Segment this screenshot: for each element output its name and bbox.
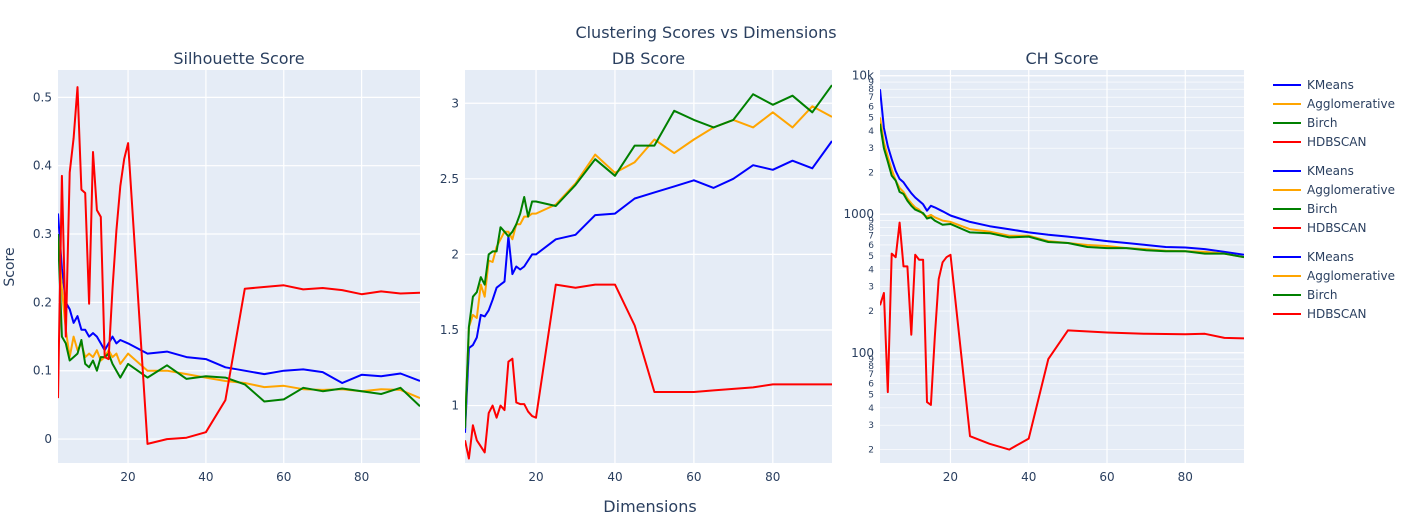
x-tick-label: 40	[1021, 470, 1036, 484]
x-tick-label: 80	[765, 470, 780, 484]
x-tick-label: 40	[607, 470, 622, 484]
minor-tick-label: 6	[868, 379, 874, 389]
legend-label: Agglomerative	[1307, 269, 1395, 283]
silhouette-panel-title: Silhouette Score	[173, 49, 304, 68]
x-tick-label: 60	[1099, 470, 1114, 484]
minor-tick-label: 5	[868, 113, 874, 123]
legend[interactable]: KMeans Agglomerative Birch HDBSCAN KMeans Agg…	[1273, 78, 1395, 321]
minor-tick-label: 7	[868, 93, 874, 103]
y-tick-label: 1.5	[440, 323, 459, 337]
db-plot-area	[465, 70, 832, 463]
figure-title: Clustering Scores vs Dimensions	[575, 23, 836, 42]
y-tick-label: 1000	[843, 207, 874, 221]
legend-label: KMeans	[1307, 78, 1354, 92]
legend-item-birch[interactable]: Birch	[1273, 288, 1337, 302]
silhouette-series-kmeans	[58, 213, 420, 384]
minor-tick-label: 9	[868, 355, 874, 365]
x-tick-label: 20	[528, 470, 543, 484]
legend-label: Agglomerative	[1307, 97, 1395, 111]
db-score-panel: 1 1.5 2 2.5 3 20 40 60 80 DB Score	[440, 49, 832, 484]
x-tick-label: 60	[276, 470, 291, 484]
x-tick-label: 20	[120, 470, 135, 484]
legend-label: KMeans	[1307, 164, 1354, 178]
y-axis-label: Score	[2, 247, 18, 286]
minor-tick-label: 5	[868, 252, 874, 262]
legend-item-agglomerative[interactable]: Agglomerative	[1273, 97, 1395, 111]
legend-item-hdbscan[interactable]: HDBSCAN	[1273, 221, 1366, 235]
silhouette-series-hdbscan	[58, 86, 420, 445]
shared-x-axis-label: Dimensions	[603, 497, 696, 516]
x-tick-label: 80	[354, 470, 369, 484]
legend-label: KMeans	[1307, 250, 1354, 264]
minor-tick-label: 6	[868, 102, 874, 112]
ch-plot-area	[880, 70, 1244, 463]
y-tick-label: 1	[451, 399, 459, 413]
legend-label: HDBSCAN	[1307, 307, 1366, 321]
legend-label: Birch	[1307, 288, 1337, 302]
minor-tick-label: 3	[868, 421, 874, 431]
legend-item-birch[interactable]: Birch	[1273, 116, 1337, 130]
minor-tick-label: 7	[868, 232, 874, 242]
db-series-birch	[465, 84, 832, 429]
ch-series-birch	[880, 123, 1244, 259]
x-tick-label: 60	[686, 470, 701, 484]
y-tick-label: 0.1	[33, 364, 52, 378]
minor-tick-label: 4	[868, 404, 874, 414]
y-tick-label: 10k	[852, 69, 874, 83]
y-tick-label: 0.4	[33, 159, 52, 173]
legend-label: Birch	[1307, 116, 1337, 130]
silhouette-score-panel: 0 0.1 0.2 0.3 0.4 0.5 20 40 60 80 Silhouette Score	[33, 49, 420, 484]
legend-label: Agglomerative	[1307, 183, 1395, 197]
minor-tick-label: 8	[868, 85, 874, 95]
legend-item-agglomerative[interactable]: Agglomerative	[1273, 269, 1395, 283]
minor-tick-label: 9	[868, 217, 874, 227]
silhouette-plot-area	[58, 70, 420, 463]
y-tick-label: 0.2	[33, 295, 52, 309]
minor-tick-label: 4	[868, 265, 874, 275]
y-tick-label: 2.5	[440, 172, 459, 186]
legend-item-hdbscan[interactable]: HDBSCAN	[1273, 307, 1366, 321]
ch-series-kmeans	[880, 89, 1244, 256]
minor-tick-label: 9	[868, 78, 874, 88]
minor-tick-label: 2	[868, 446, 874, 456]
ch-series-hdbscan	[880, 221, 1244, 451]
y-tick-label: 3	[451, 96, 459, 110]
legend-item-hdbscan[interactable]: HDBSCAN	[1273, 135, 1366, 149]
minor-tick-label: 8	[868, 224, 874, 234]
legend-item-agglomerative[interactable]: Agglomerative	[1273, 183, 1395, 197]
x-tick-label: 80	[1178, 470, 1193, 484]
db-series-kmeans	[465, 140, 832, 433]
legend-label: Birch	[1307, 202, 1337, 216]
y-tick-label: 100	[851, 346, 874, 360]
db-panel-title: DB Score	[612, 49, 685, 68]
legend-item-kmeans[interactable]: KMeans	[1273, 250, 1354, 264]
x-tick-label: 40	[198, 470, 213, 484]
minor-tick-label: 2	[868, 307, 874, 317]
y-tick-label: 0	[44, 432, 52, 446]
silhouette-series-birch	[58, 233, 420, 408]
y-tick-label: 0.3	[33, 227, 52, 241]
legend-label: HDBSCAN	[1307, 221, 1366, 235]
legend-item-kmeans[interactable]: KMeans	[1273, 164, 1354, 178]
minor-tick-label: 8	[868, 362, 874, 372]
minor-tick-label: 5	[868, 390, 874, 400]
minor-tick-label: 7	[868, 370, 874, 380]
y-tick-label: 2	[451, 247, 459, 261]
legend-item-kmeans[interactable]: KMeans	[1273, 78, 1354, 92]
legend-item-birch[interactable]: Birch	[1273, 202, 1337, 216]
ch-panel-title: CH Score	[1025, 49, 1098, 68]
db-series-hdbscan	[465, 283, 832, 460]
minor-tick-label: 4	[868, 127, 874, 137]
minor-tick-label: 2	[868, 169, 874, 179]
legend-label: HDBSCAN	[1307, 135, 1366, 149]
y-tick-label: 0.5	[33, 90, 52, 104]
minor-tick-label: 6	[868, 241, 874, 251]
minor-tick-label: 3	[868, 283, 874, 293]
x-tick-label: 20	[943, 470, 958, 484]
minor-tick-label: 3	[868, 144, 874, 154]
